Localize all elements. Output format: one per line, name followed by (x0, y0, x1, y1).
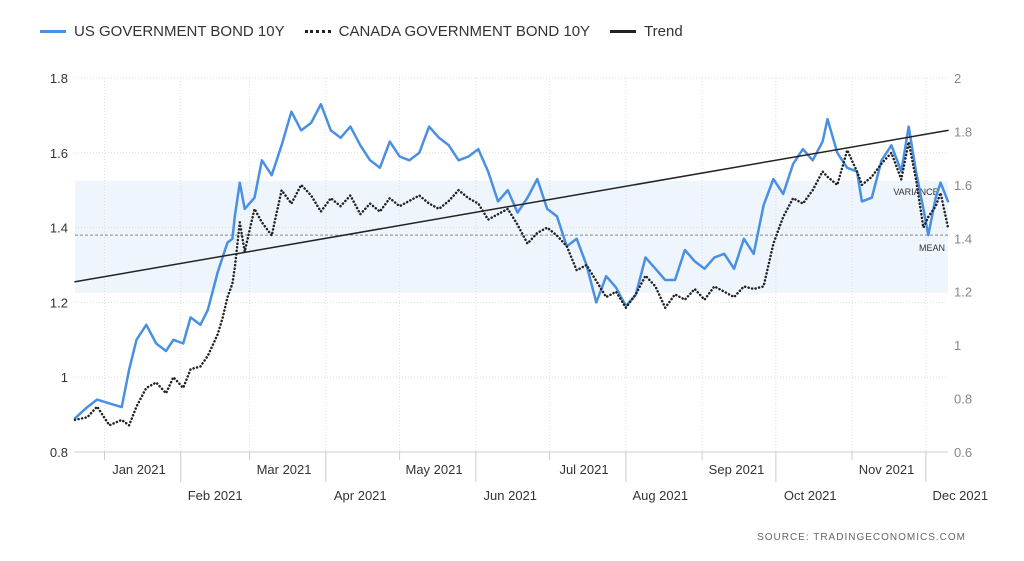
legend-item-trend[interactable]: Trend (610, 23, 683, 40)
y-right-tick-label: 1.2 (954, 285, 972, 300)
x-tick-label: Nov 2021 (859, 462, 915, 477)
x-tick-label: May 2021 (405, 462, 462, 477)
y-left-tick-label: 1.4 (50, 221, 68, 236)
x-tick-label: Sep 2021 (709, 462, 765, 477)
y-right-tick-label: 2 (954, 71, 961, 86)
x-tick-label: Apr 2021 (334, 488, 387, 503)
x-tick-label: Feb 2021 (188, 488, 243, 503)
y-right-tick-label: 0.6 (954, 445, 972, 460)
y-left-tick-label: 0.8 (50, 445, 68, 460)
legend-label: CANADA GOVERNMENT BOND 10Y (338, 22, 591, 40)
y-right-tick-label: 1.4 (954, 231, 972, 246)
x-tick-label: Jun 2021 (484, 488, 538, 503)
legend-item-canada-government-bond-10y[interactable]: CANADA GOVERNMENT BOND 10Y (304, 22, 591, 40)
legend-item-us-government-bond-10y[interactable]: US GOVERNMENT BOND 10Y (40, 23, 285, 40)
x-tick-label: Aug 2021 (632, 488, 688, 503)
y-right-tick-label: 1.8 (954, 124, 972, 139)
y-left-tick-label: 1.2 (50, 295, 68, 310)
series-line-us-government-bond-10y (73, 102, 950, 420)
legend-swatch (40, 29, 66, 33)
chart-legend: US GOVERNMENT BOND 10Y CANADA GOVERNMENT … (40, 20, 703, 42)
x-tick-label: Jul 2021 (559, 462, 608, 477)
y-right-tick-label: 0.8 (954, 392, 972, 407)
mean-label: MEAN (919, 243, 945, 253)
series-line-trend (74, 129, 949, 283)
legend-swatch (610, 29, 637, 33)
x-tick-label: Oct 2021 (784, 488, 837, 503)
legend-swatch (304, 29, 331, 33)
x-tick-label: Dec 2021 (932, 488, 988, 503)
y-left-tick-label: 1 (61, 370, 68, 385)
source-label: SOURCE: TRADINGECONOMICS.COM (757, 532, 966, 543)
y-left-tick-label: 1.6 (50, 146, 68, 161)
variance-label: VARIANCE (893, 187, 938, 197)
x-tick-label: Mar 2021 (257, 462, 312, 477)
y-left-tick-label: 1.8 (50, 71, 68, 86)
legend-label: US GOVERNMENT BOND 10Y (74, 22, 285, 40)
series-line-canada-government-bond-10y (73, 140, 950, 427)
legend-label: Trend (644, 22, 683, 40)
y-right-tick-label: 1 (954, 338, 961, 353)
x-tick-label: Jan 2021 (112, 462, 166, 477)
y-right-tick-label: 1.6 (954, 178, 972, 193)
